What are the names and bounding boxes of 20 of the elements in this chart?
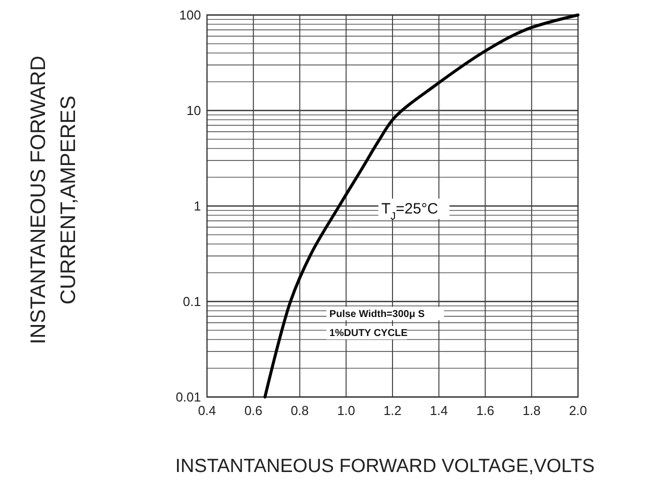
y-tick-label: 1 (194, 198, 201, 214)
line-series (263, 14, 580, 398)
x-tick-label: 1.8 (522, 403, 541, 418)
annotation: 1%DUTY CYCLE (329, 328, 408, 339)
x-tick-label: 0.4 (198, 403, 216, 418)
x-tick-label: 0.8 (290, 403, 309, 418)
x-tick-label: 1.2 (383, 403, 402, 418)
y-tick-label: 10 (186, 103, 201, 118)
annotation: Pulse Width=300μ S (329, 308, 425, 320)
y-axis-title: INSTANTANEOUS FORWARD CURRENT,AMPERES (27, 56, 80, 344)
x-tick-label: 1.6 (476, 403, 494, 418)
x-axis-title: INSTANTANEOUS FORWARD VOLTAGE,VOLTS (175, 456, 595, 477)
y-tick-label: 0.01 (176, 390, 201, 405)
x-tick-label: 0.6 (244, 403, 262, 418)
annotation: T$_{J}$=25°C (381, 200, 438, 223)
y-tick-label: 0.1 (182, 294, 201, 310)
x-tick-label: 2.0 (568, 403, 588, 418)
x-tick-label: 1.0 (337, 403, 356, 418)
x-tick-label: 1.4 (430, 403, 448, 418)
y-tick-label: 100 (179, 8, 201, 23)
